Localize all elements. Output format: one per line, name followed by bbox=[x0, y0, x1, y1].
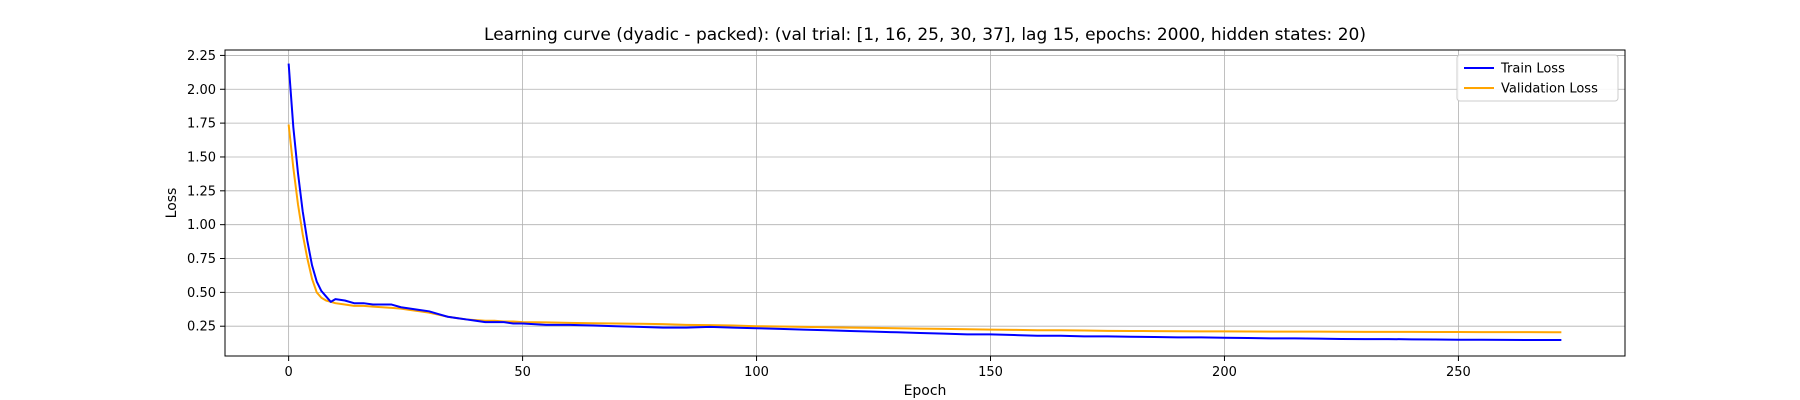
grid-lines bbox=[225, 50, 1625, 356]
x-tick-label: 250 bbox=[1446, 365, 1471, 380]
y-tick-label: 1.00 bbox=[187, 218, 216, 233]
y-tick-label: 1.75 bbox=[187, 117, 216, 132]
series-group bbox=[287, 63, 1562, 342]
y-tick-label: 0.75 bbox=[187, 252, 216, 267]
train-loss-line bbox=[287, 63, 1562, 342]
y-tick-label: 0.25 bbox=[187, 320, 216, 335]
x-tick-label: 200 bbox=[1212, 365, 1237, 380]
y-tick-label: 2.00 bbox=[187, 83, 216, 98]
y-tick-label: 2.25 bbox=[187, 49, 216, 64]
x-tick-label: 50 bbox=[514, 365, 531, 380]
y-tick-label: 1.50 bbox=[187, 150, 216, 165]
y-ticks: 0.25 0.50 0.75 1.00 1.25 1.50 1.75 2.00 2.25 bbox=[187, 49, 225, 335]
y-tick-label: 0.50 bbox=[187, 286, 216, 301]
y-axis-label: Loss bbox=[164, 188, 180, 219]
legend-box bbox=[1456, 54, 1619, 102]
legend: Train Loss Validation Loss bbox=[1456, 54, 1619, 102]
x-tick-label: 150 bbox=[978, 365, 1003, 380]
legend-label-train-loss: Train Loss bbox=[1500, 62, 1565, 77]
chart-title: Learning curve (dyadic - packed): (val t… bbox=[484, 25, 1366, 45]
validation-loss-line bbox=[287, 124, 1562, 334]
x-axis-label: Epoch bbox=[904, 383, 947, 399]
x-ticks: 0 50 100 150 200 250 bbox=[284, 356, 1471, 380]
x-tick-label: 0 bbox=[284, 365, 292, 380]
x-tick-label: 100 bbox=[744, 365, 769, 380]
y-tick-label: 1.25 bbox=[187, 184, 216, 199]
axes-frame bbox=[224, 49, 1626, 357]
legend-label-validation-loss: Validation Loss bbox=[1501, 82, 1598, 97]
